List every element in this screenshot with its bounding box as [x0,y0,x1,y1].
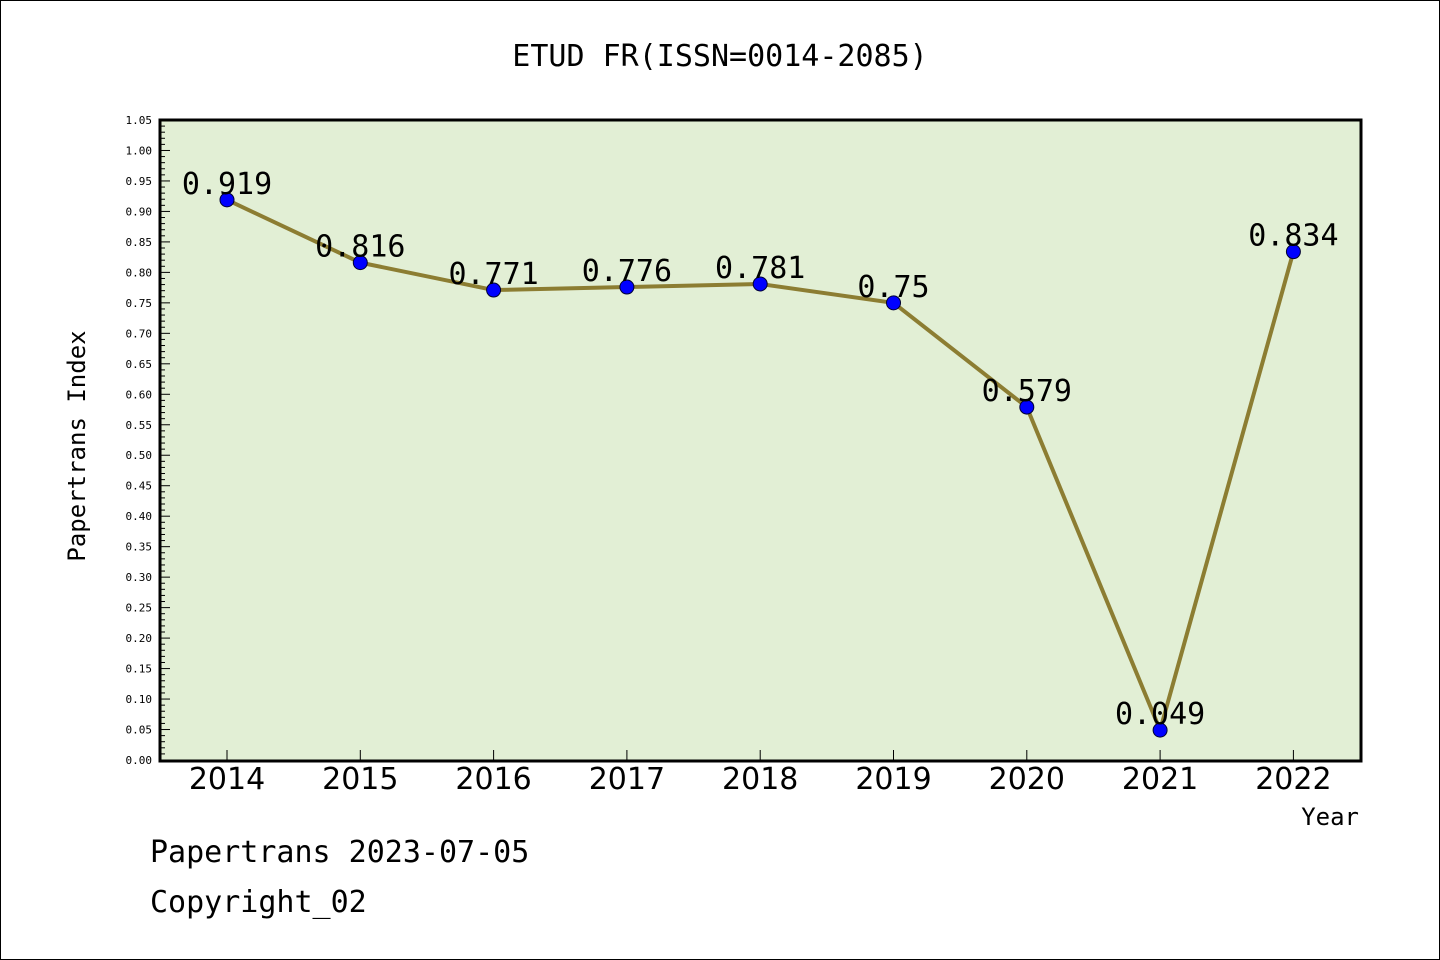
footer-copyright: Copyright_02 [150,885,367,920]
y-tick-label: 0.80 [126,266,153,279]
y-tick-label: 0.75 [126,297,153,310]
y-tick-label: 0.40 [126,510,153,523]
y-tick-label: 1.00 [126,144,153,157]
x-tick-label: 2018 [722,762,798,797]
y-tick-label: 0.35 [126,541,153,554]
data-label: 0.781 [715,251,805,286]
chart-title: ETUD FR(ISSN=0014-2085) [512,39,927,74]
plot-area [158,118,1363,763]
x-tick-label: 2019 [855,762,931,797]
data-label: 0.816 [315,230,405,265]
x-tick-label: 2014 [189,762,265,797]
y-tick-label: 0.00 [126,754,153,767]
y-tick-label: 0.60 [126,388,153,401]
data-labels: 0.919 0.816 0.771 0.776 0.781 0.75 0.579 0.049 0… [182,167,1339,732]
data-label: 0.049 [1115,697,1205,732]
x-tick-label: 2015 [322,762,398,797]
x-tick-label: 2016 [455,762,531,797]
footer-date: Papertrans 2023-07-05 [150,835,530,870]
y-tick-label: 0.10 [126,693,153,706]
data-point [1285,244,1301,260]
x-tick-label: 2020 [989,762,1065,797]
y-tick-label: 0.45 [126,480,153,493]
y-tick-label: 0.70 [126,327,153,340]
x-tick-label: 2021 [1122,762,1198,797]
y-tick-label: 0.95 [126,175,153,188]
data-label: 0.919 [182,167,272,202]
data-point [752,276,768,292]
y-tick-label: 0.20 [126,632,153,645]
series-markers [219,192,1301,738]
y-tick-label: 1.05 [126,114,153,127]
y-tick-label: 0.85 [126,236,153,249]
data-point [1019,399,1035,415]
data-label: 0.75 [857,270,929,305]
data-point [352,255,368,271]
data-label: 0.834 [1248,219,1338,254]
y-tick-label: 0.50 [126,449,153,462]
x-axis: 2014 2015 2016 2017 2018 2019 2020 2021 2022 [189,750,1332,797]
data-point [219,192,235,208]
data-point [486,282,502,298]
data-point [619,279,635,295]
y-tick-label: 0.55 [126,419,153,432]
y-tick-label: 0.15 [126,663,153,676]
y-tick-label: 0.65 [126,358,153,371]
y-axis: 0.00 0.05 0.10 0.15 0.20 0.25 0.30 0.35 0.40 0.45… [126,114,170,767]
y-tick-label: 0.25 [126,602,153,615]
data-label: 0.579 [982,374,1072,409]
data-point [886,295,901,311]
x-tick-label: 2017 [589,762,665,797]
data-point [1152,722,1168,738]
y-tick-label: 0.30 [126,571,153,584]
y-tick-label: 0.05 [126,724,153,737]
y-axis-label: Papertrans Index [63,330,91,561]
x-axis-label: Year [1301,803,1359,831]
data-label: 0.776 [582,254,672,289]
y-tick-label: 0.90 [126,205,153,218]
x-tick-label: 2022 [1255,762,1331,797]
data-label: 0.771 [448,257,538,292]
